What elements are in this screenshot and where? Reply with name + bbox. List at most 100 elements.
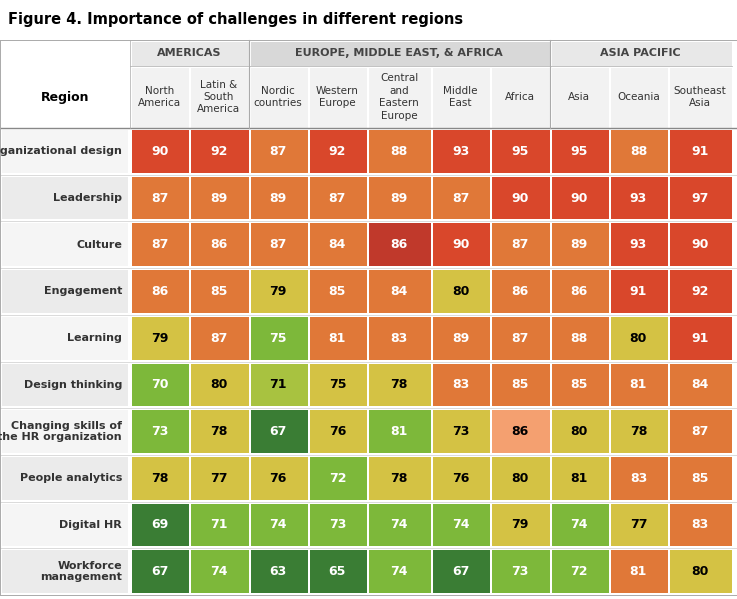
Text: 89: 89: [391, 192, 408, 204]
Bar: [433, 270, 490, 313]
Bar: [192, 504, 248, 546]
Text: 87: 87: [329, 192, 346, 204]
Bar: [369, 177, 431, 219]
Bar: [251, 504, 308, 546]
Bar: [670, 410, 732, 453]
Text: 71: 71: [210, 519, 228, 531]
Text: Latin &
South
America: Latin & South America: [198, 80, 240, 114]
Text: 73: 73: [452, 425, 469, 438]
Text: 87: 87: [270, 238, 287, 251]
Bar: [492, 317, 550, 359]
Text: Figure 4. Importance of challenges in different regions: Figure 4. Importance of challenges in di…: [8, 12, 463, 27]
Bar: [611, 223, 668, 266]
Text: 67: 67: [270, 425, 287, 438]
Text: 89: 89: [452, 332, 469, 344]
Bar: [611, 270, 668, 313]
Text: 89: 89: [570, 238, 587, 251]
Text: 90: 90: [570, 192, 588, 204]
Text: 93: 93: [629, 192, 647, 204]
Text: 74: 74: [391, 519, 408, 531]
Bar: [492, 130, 550, 173]
Bar: [670, 177, 732, 219]
Text: Organizational design: Organizational design: [0, 146, 122, 156]
Text: Middle
East: Middle East: [444, 86, 478, 108]
Bar: [433, 410, 490, 453]
Bar: [310, 270, 367, 313]
Bar: [369, 130, 431, 173]
Bar: [369, 270, 431, 313]
Bar: [611, 68, 668, 128]
Bar: [132, 457, 189, 500]
Bar: [369, 317, 431, 359]
Text: 92: 92: [691, 285, 709, 298]
Bar: [611, 364, 668, 406]
Text: 74: 74: [452, 519, 469, 531]
Text: 84: 84: [691, 379, 709, 391]
Text: 86: 86: [391, 238, 408, 251]
Bar: [251, 550, 308, 593]
Bar: [2, 504, 128, 546]
Bar: [310, 223, 367, 266]
Text: 87: 87: [452, 192, 469, 204]
Bar: [551, 68, 609, 128]
Text: 88: 88: [629, 145, 647, 158]
Text: Africa: Africa: [505, 92, 535, 102]
Bar: [310, 130, 367, 173]
Text: North
America: North America: [138, 86, 181, 108]
Text: Design thinking: Design thinking: [24, 380, 122, 390]
Text: 80: 80: [629, 332, 647, 344]
Bar: [369, 223, 431, 266]
Bar: [251, 270, 308, 313]
Bar: [433, 68, 490, 128]
Bar: [611, 504, 668, 546]
Text: 73: 73: [151, 425, 168, 438]
Bar: [2, 223, 128, 266]
Text: 86: 86: [511, 285, 528, 298]
Bar: [670, 68, 732, 128]
Text: 83: 83: [691, 519, 709, 531]
Text: 90: 90: [151, 145, 168, 158]
Text: 78: 78: [151, 472, 168, 485]
Text: 87: 87: [511, 332, 528, 344]
Bar: [251, 223, 308, 266]
Bar: [551, 177, 609, 219]
Bar: [310, 68, 367, 128]
Bar: [611, 317, 668, 359]
Bar: [132, 223, 189, 266]
Bar: [192, 270, 248, 313]
Text: Oceania: Oceania: [617, 92, 660, 102]
Text: Changing skills of
the HR organization: Changing skills of the HR organization: [0, 420, 122, 442]
Bar: [551, 364, 609, 406]
Text: 78: 78: [391, 472, 408, 485]
Text: Central
and
Eastern
Europe: Central and Eastern Europe: [379, 74, 419, 120]
Text: 89: 89: [270, 192, 287, 204]
Bar: [369, 410, 431, 453]
Text: 75: 75: [270, 332, 287, 344]
Text: 80: 80: [570, 425, 588, 438]
Text: 72: 72: [329, 472, 346, 485]
Text: 87: 87: [270, 145, 287, 158]
Text: 73: 73: [329, 519, 346, 531]
Bar: [251, 177, 308, 219]
Text: 91: 91: [691, 332, 709, 344]
Text: 67: 67: [452, 565, 469, 578]
Bar: [611, 177, 668, 219]
Bar: [551, 550, 609, 593]
Bar: [551, 130, 609, 173]
Text: 85: 85: [210, 285, 228, 298]
Text: 85: 85: [511, 379, 528, 391]
Bar: [310, 457, 367, 500]
Bar: [2, 317, 128, 359]
Bar: [551, 410, 609, 453]
Bar: [433, 130, 490, 173]
Bar: [132, 364, 189, 406]
Bar: [132, 177, 189, 219]
Text: Western
Europe: Western Europe: [316, 86, 359, 108]
Bar: [492, 364, 550, 406]
Bar: [310, 364, 367, 406]
Text: Leadership: Leadership: [53, 193, 122, 203]
Text: 95: 95: [511, 145, 528, 158]
Text: EUROPE, MIDDLE EAST, & AFRICA: EUROPE, MIDDLE EAST, & AFRICA: [295, 48, 503, 58]
Bar: [2, 457, 128, 500]
Text: ASIA PACIFIC: ASIA PACIFIC: [601, 48, 681, 58]
